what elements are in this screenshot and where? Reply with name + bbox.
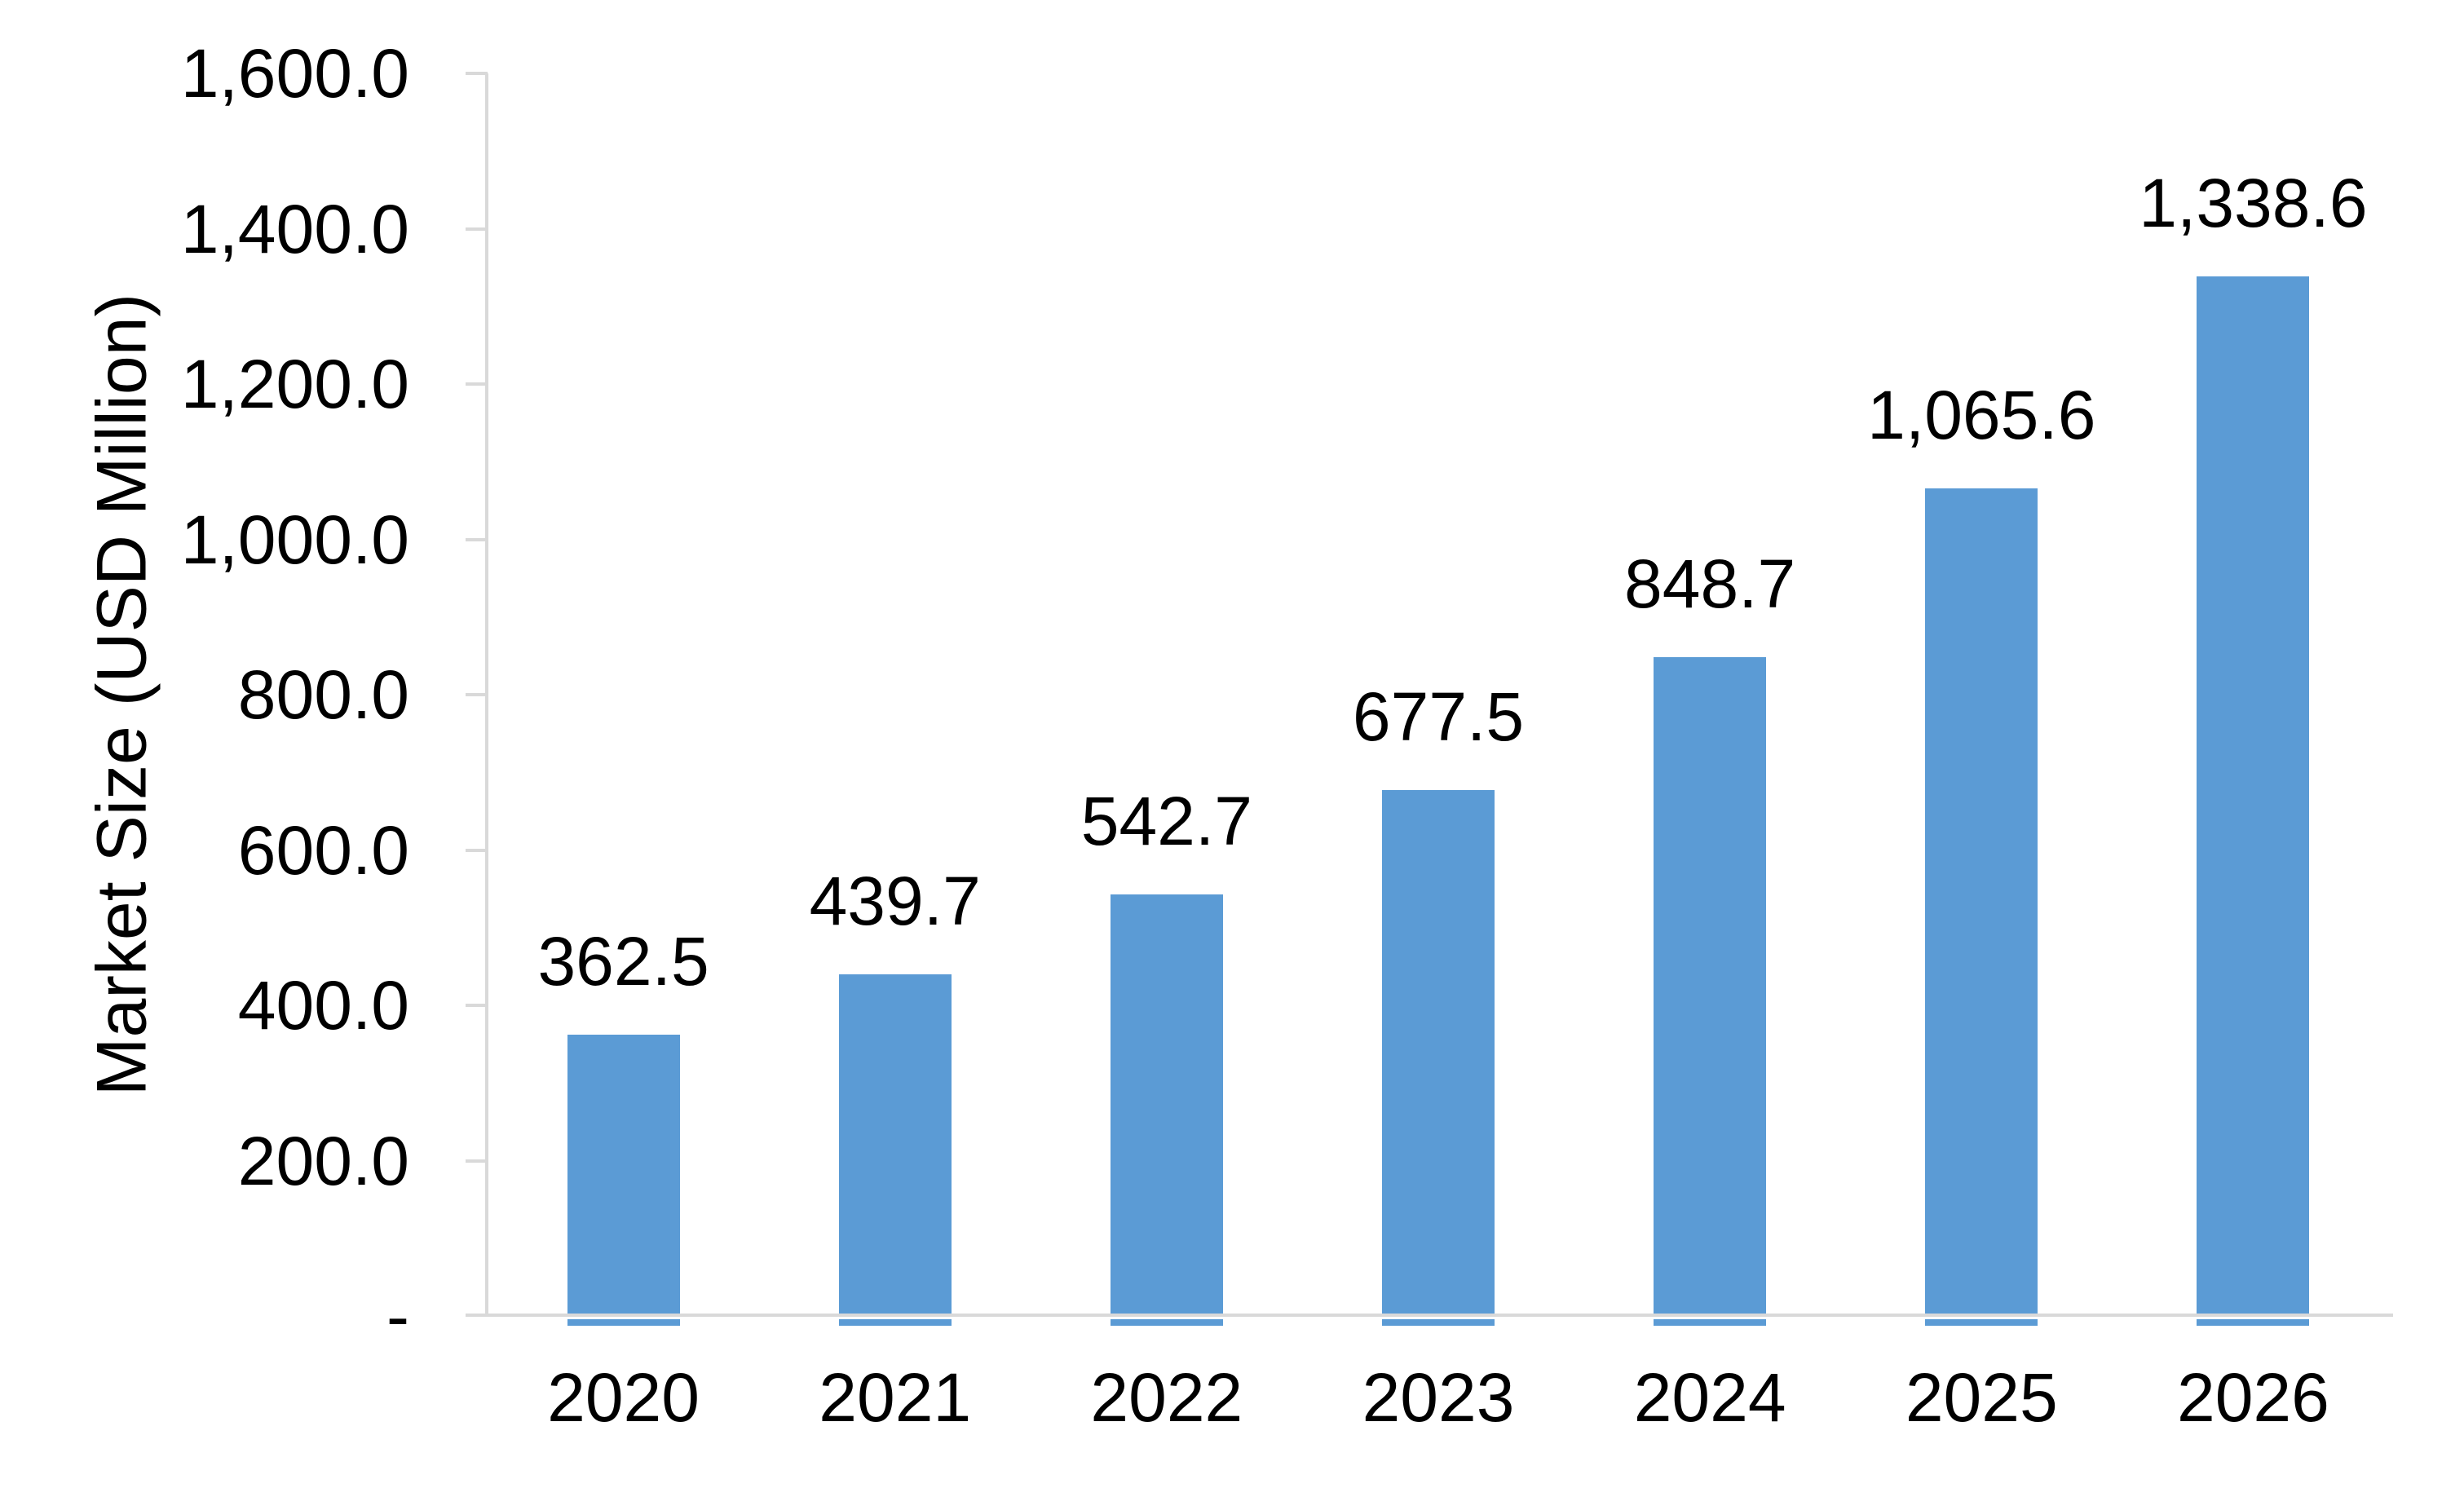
x-tick-label-2025: 2025 xyxy=(1905,1359,2058,1436)
y-tick-mark-600 xyxy=(466,848,488,852)
bar-value-label-2021: 439.7 xyxy=(809,863,981,940)
bar-2022 xyxy=(1110,894,1223,1326)
y-tick-label-0: - xyxy=(386,1278,409,1354)
y-tick-label-800: 800.0 xyxy=(237,656,409,733)
y-tick-mark-1000 xyxy=(466,537,488,541)
y-tick-label-400: 400.0 xyxy=(237,967,409,1044)
y-tick-label-1000: 1,000.0 xyxy=(180,501,409,578)
bar-value-label-2020: 362.5 xyxy=(537,922,709,1000)
x-tick-label-2024: 2024 xyxy=(1633,1359,1786,1436)
x-tick-label-2023: 2023 xyxy=(1362,1359,1515,1436)
x-axis-line xyxy=(466,1314,2393,1319)
x-tick-label-2021: 2021 xyxy=(819,1359,972,1436)
y-tick-mark-1600 xyxy=(466,72,488,75)
bar-2023 xyxy=(1382,789,1495,1326)
bar-value-label-2023: 677.5 xyxy=(1352,678,1525,755)
y-tick-label-1400: 1,400.0 xyxy=(180,190,409,267)
bar-value-label-2025: 1,065.6 xyxy=(1867,377,2096,454)
x-tick-label-2022: 2022 xyxy=(1090,1359,1243,1436)
bar-2025 xyxy=(1925,488,2038,1326)
y-tick-label-1600: 1,600.0 xyxy=(180,35,409,112)
x-tick-label-2020: 2020 xyxy=(547,1359,700,1436)
y-axis-line xyxy=(485,73,488,1319)
y-tick-label-200: 200.0 xyxy=(237,1122,409,1199)
y-tick-mark-200 xyxy=(466,1159,488,1163)
y-tick-mark-400 xyxy=(466,1004,488,1007)
bar-value-label-2022: 542.7 xyxy=(1080,783,1252,860)
bar-2020 xyxy=(567,1034,680,1326)
x-tick-label-2026: 2026 xyxy=(2176,1359,2329,1436)
y-tick-label-1200: 1,200.0 xyxy=(180,346,409,422)
bar-2024 xyxy=(1654,656,1767,1326)
bar-value-label-2026: 1,338.6 xyxy=(2139,164,2368,241)
y-tick-label-600: 600.0 xyxy=(237,811,409,889)
bar-value-label-2024: 848.7 xyxy=(1624,545,1796,622)
y-tick-mark-1400 xyxy=(466,227,488,231)
bar-2026 xyxy=(2197,276,2310,1326)
y-tick-mark-800 xyxy=(466,693,488,696)
bar-2021 xyxy=(838,974,952,1326)
y-tick-mark-1200 xyxy=(466,382,488,386)
